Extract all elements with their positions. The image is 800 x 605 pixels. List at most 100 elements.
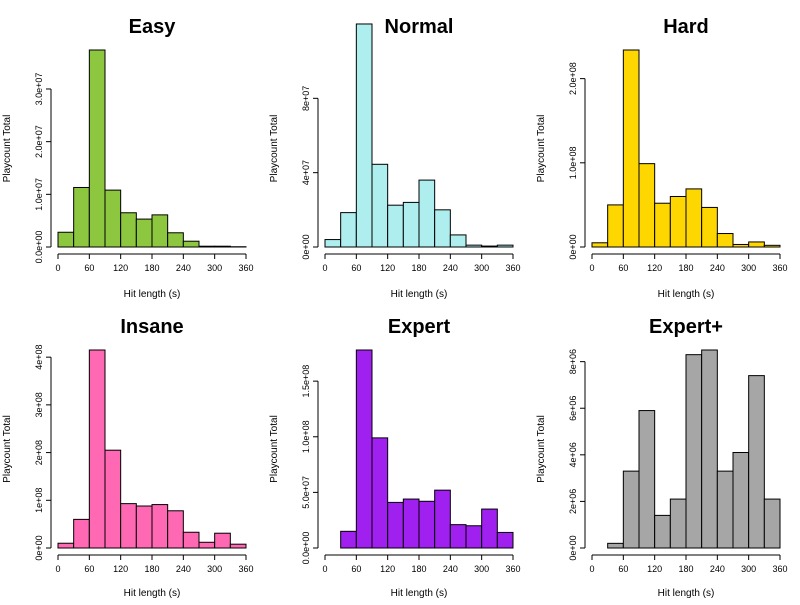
histogram-bar [168, 511, 184, 548]
x-tick-label: 0 [589, 564, 594, 574]
histogram-bar [450, 525, 466, 548]
y-tick-label: 0e+00 [34, 535, 44, 560]
y-axis-label: Playcount Total [536, 415, 547, 483]
x-tick-label: 300 [474, 263, 489, 273]
histogram-bar [623, 471, 639, 548]
x-tick-label: 0 [322, 564, 327, 574]
y-tick-label: 1.0e+07 [34, 178, 44, 211]
x-tick-label: 300 [207, 564, 222, 574]
x-tick-label: 240 [710, 564, 725, 574]
histogram-bar [356, 350, 372, 548]
x-tick-label: 120 [647, 564, 662, 574]
histogram-bar [215, 533, 231, 548]
y-tick-label: 3.0e+07 [34, 73, 44, 106]
y-tick-label: 1.0e+08 [301, 420, 311, 453]
x-tick-label: 300 [741, 564, 756, 574]
x-tick-label: 240 [176, 263, 191, 273]
x-tick-label: 60 [351, 263, 361, 273]
histogram-bar [686, 189, 702, 247]
x-tick-label: 180 [144, 263, 159, 273]
histogram-bar [105, 190, 121, 247]
histogram-bar [749, 376, 765, 548]
histogram-bar [325, 240, 341, 247]
y-tick-label: 8e+07 [301, 86, 311, 111]
y-tick-label: 3e+08 [34, 392, 44, 417]
histogram-bar [152, 215, 168, 247]
histogram-bar [764, 499, 780, 548]
chart-title: Normal [385, 16, 454, 38]
chart-title: Expert [388, 316, 451, 338]
histogram-bar [749, 242, 765, 247]
y-axis-label: Playcount Total [2, 415, 13, 483]
histogram-bar [403, 499, 419, 548]
histogram-bar [215, 246, 231, 247]
x-tick-label: 240 [176, 564, 191, 574]
histogram-bar [419, 501, 435, 548]
histogram-bar [639, 411, 655, 548]
x-tick-label: 180 [411, 263, 426, 273]
x-tick-label: 360 [505, 263, 520, 273]
x-tick-label: 360 [238, 263, 253, 273]
histogram-bar [592, 243, 608, 247]
x-tick-label: 180 [678, 263, 693, 273]
x-tick-label: 0 [589, 263, 594, 273]
y-tick-label: 4e+08 [34, 345, 44, 370]
x-tick-label: 120 [380, 564, 395, 574]
histogram-bar [74, 187, 90, 247]
x-tick-label: 240 [443, 564, 458, 574]
histogram-bar [655, 203, 671, 247]
y-tick-label: 1.5e+08 [301, 365, 311, 398]
histogram-bar [372, 164, 388, 247]
histogram-bar [764, 245, 780, 247]
y-tick-label: 0e+00 [568, 234, 578, 259]
histogram-bar [623, 50, 639, 247]
histogram-bar [199, 542, 215, 548]
histogram-bar [702, 350, 718, 548]
histogram-bar [717, 471, 733, 548]
histogram-bar [136, 219, 152, 247]
y-tick-label: 4e+07 [301, 160, 311, 185]
histogram-bar [341, 531, 357, 548]
histogram-bar [655, 515, 671, 548]
y-axis-label: Playcount Total [536, 115, 547, 183]
histogram-bar [466, 245, 482, 247]
y-axis-label: Playcount Total [2, 115, 13, 183]
y-tick-label: 0.0e+00 [301, 532, 311, 565]
x-tick-label: 120 [647, 263, 662, 273]
y-tick-label: 0e+00 [301, 234, 311, 259]
x-axis-label: Hit length (s) [391, 588, 448, 599]
histogram-bar [733, 244, 749, 247]
x-tick-label: 240 [443, 263, 458, 273]
histogram-bar [121, 504, 137, 548]
x-tick-label: 300 [741, 263, 756, 273]
chart-title: Insane [120, 316, 183, 338]
histogram-bar [670, 499, 686, 548]
y-tick-label: 0e+00 [568, 535, 578, 560]
histogram-bar [89, 50, 105, 247]
histogram-bar [89, 350, 105, 548]
y-tick-label: 8e+06 [568, 349, 578, 374]
histogram-bar [58, 543, 74, 548]
y-tick-label: 2e+08 [34, 440, 44, 465]
histogram-bar [608, 543, 624, 548]
histogram-bar [702, 207, 718, 247]
histogram-bar [450, 235, 466, 247]
y-tick-label: 5.0e+07 [301, 476, 311, 509]
x-axis-label: Hit length (s) [658, 289, 715, 300]
x-tick-label: 180 [678, 564, 693, 574]
x-axis-label: Hit length (s) [124, 289, 181, 300]
histogram-bar [497, 245, 513, 247]
histogram-bar [466, 526, 482, 548]
y-tick-label: 0.0e+00 [34, 231, 44, 264]
histogram-bar [435, 490, 451, 548]
histogram-bar [372, 438, 388, 548]
histogram-bar [608, 205, 624, 247]
x-tick-label: 120 [113, 263, 128, 273]
histogram-bar [74, 519, 90, 548]
